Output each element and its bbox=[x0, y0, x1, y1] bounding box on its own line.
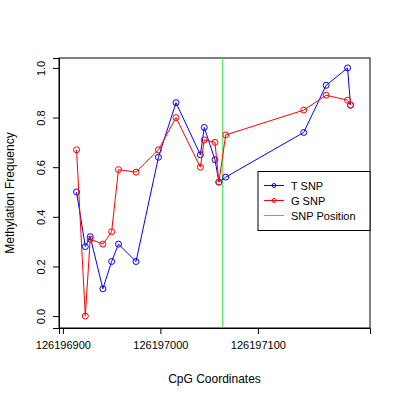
y-tick-label: 0.2 bbox=[35, 259, 47, 274]
y-axis: 0.0 0.2 0.4 0.6 0.8 1.0 bbox=[35, 59, 60, 329]
legend-label: G SNP bbox=[291, 195, 325, 207]
series-point bbox=[345, 65, 351, 71]
legend-label: T SNP bbox=[291, 180, 323, 192]
y-tick-label: 0.4 bbox=[35, 210, 47, 225]
y-tick: 1.0 bbox=[35, 61, 59, 76]
y-tick: 0.6 bbox=[35, 160, 59, 175]
series-point bbox=[133, 258, 139, 264]
x-tick-mark bbox=[160, 328, 161, 334]
series-point bbox=[197, 164, 203, 170]
legend-box bbox=[258, 172, 370, 231]
legend-swatch bbox=[264, 200, 284, 201]
y-tick-mark bbox=[53, 118, 59, 119]
y-tick-label: 0.0 bbox=[35, 309, 47, 324]
x-tick-label: 126197100 bbox=[231, 339, 286, 351]
y-axis-line bbox=[53, 59, 60, 329]
x-tick: 126197000 bbox=[133, 328, 188, 351]
series-point bbox=[82, 244, 88, 250]
series-point bbox=[133, 169, 139, 175]
y-tick-mark bbox=[53, 316, 59, 317]
series-point bbox=[323, 82, 329, 88]
series-point bbox=[201, 124, 207, 130]
series-point bbox=[301, 107, 307, 113]
x-axis: 126196900 126197000 126197100 bbox=[36, 328, 371, 351]
series-point bbox=[115, 167, 121, 173]
series-point bbox=[173, 100, 179, 106]
series-point bbox=[173, 115, 179, 121]
series-point bbox=[115, 241, 121, 247]
x-tick: 126196900 bbox=[36, 328, 91, 351]
x-tick: 126197100 bbox=[231, 328, 286, 351]
legend-label: SNP Position bbox=[291, 210, 356, 222]
legend-marker bbox=[272, 184, 276, 188]
chart: 1261969001261970001261971000.00.20.40.60… bbox=[0, 0, 400, 400]
x-axis-line bbox=[60, 329, 371, 335]
series-point bbox=[223, 174, 229, 180]
snp-line bbox=[222, 58, 223, 328]
x-tick-mark bbox=[63, 328, 64, 334]
series-point bbox=[82, 313, 88, 319]
legend-swatch bbox=[264, 215, 284, 216]
series-point bbox=[155, 147, 161, 153]
series-point bbox=[100, 241, 106, 247]
y-tick-mark bbox=[53, 167, 59, 168]
series-point bbox=[323, 92, 329, 98]
series-point bbox=[348, 102, 354, 108]
series-line bbox=[77, 95, 351, 316]
series-point bbox=[155, 154, 161, 160]
x-tick-mark bbox=[258, 328, 259, 334]
series-point bbox=[223, 132, 229, 138]
plot-frame bbox=[59, 58, 370, 328]
series-point bbox=[109, 229, 115, 235]
series-point bbox=[87, 236, 93, 242]
y-tick: 0.8 bbox=[35, 110, 59, 125]
y-tick: 0.0 bbox=[35, 309, 59, 324]
series-point bbox=[301, 129, 307, 135]
x-axis-title: CpG Coordinates bbox=[168, 372, 261, 386]
x-tick-label: 126197000 bbox=[133, 339, 188, 351]
series-point bbox=[201, 137, 207, 143]
y-tick-label: 1.0 bbox=[35, 61, 47, 76]
series-point bbox=[109, 258, 115, 264]
legend-marker bbox=[272, 199, 276, 203]
series-point bbox=[212, 139, 218, 145]
y-tick-mark bbox=[53, 266, 59, 267]
series-point bbox=[74, 147, 80, 153]
y-tick-label: 0.8 bbox=[35, 110, 47, 125]
legend: T SNP G SNP SNP Position bbox=[258, 172, 370, 231]
y-tick: 0.4 bbox=[35, 210, 59, 225]
y-tick-mark bbox=[53, 68, 59, 69]
y-tick: 0.2 bbox=[35, 259, 59, 274]
y-tick-label: 0.6 bbox=[35, 160, 47, 175]
y-tick-mark bbox=[53, 217, 59, 218]
legend-swatch bbox=[264, 185, 284, 186]
series-point bbox=[100, 286, 106, 292]
series-point bbox=[216, 179, 222, 185]
x-tick-label: 126196900 bbox=[36, 339, 91, 351]
y-axis-title: Methylation Frequency bbox=[3, 132, 17, 253]
